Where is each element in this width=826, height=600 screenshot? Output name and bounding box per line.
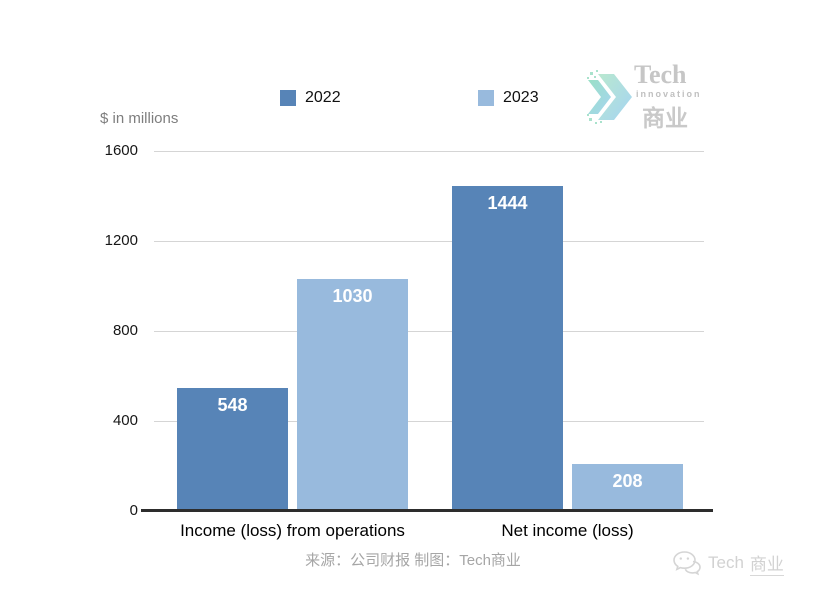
legend-item-2023: 2023 [478,89,539,107]
axis-unit-note: $ in millions [100,110,179,127]
watermark-text-shangye: 商业 [749,550,784,576]
bar-2022-1: 1444 [452,186,563,511]
y-tick-label-0: 0 [129,502,138,519]
y-tick-label-1600: 1600 [104,142,138,159]
legend-swatch-2022 [280,90,296,106]
plot-area: 548 1444 1030 208 [141,150,713,512]
x-axis-baseline [141,509,713,512]
bar-2023-0: 1030 [297,279,408,511]
source-caption: 来源：公司财报 制图：Tech商业 [305,552,521,569]
x-category-label-1: Net income (loss) [501,521,634,540]
bar-value-label: 1444 [487,193,528,213]
y-tick-label-800: 800 [112,322,138,339]
legend-label-2023: 2023 [503,89,539,106]
y-tick-label-400: 400 [112,412,138,429]
y-tick-label-1200: 1200 [104,232,138,249]
tech-shangye-logo: Tech innovation 商业 [586,58,716,134]
bar-value-label: 208 [612,471,643,491]
bar-value-label: 1030 [332,286,373,306]
chevron-arrow-icon [587,70,632,124]
gridline-800 [154,330,704,332]
legend-item-2022: 2022 [280,89,341,107]
bar-value-label: 548 [217,395,248,415]
logo-text-innovation: innovation [636,89,702,99]
wechat-icon [673,551,701,576]
legend-label-2022: 2022 [305,89,341,106]
gridline-400 [154,420,704,422]
bar-2022-0: 548 [177,388,288,511]
logo-text-tech: Tech [634,60,687,89]
gridline-1200 [154,240,704,242]
legend-swatch-2023 [478,90,494,106]
watermark: Tech 商业 [672,550,784,576]
gridline-1600 [154,150,704,152]
watermark-text-tech: Tech [708,553,744,572]
x-category-label-0: Income (loss) from operations [180,521,405,540]
bar-2023-1: 208 [572,464,683,511]
logo-text-shangye: 商业 [642,106,688,131]
